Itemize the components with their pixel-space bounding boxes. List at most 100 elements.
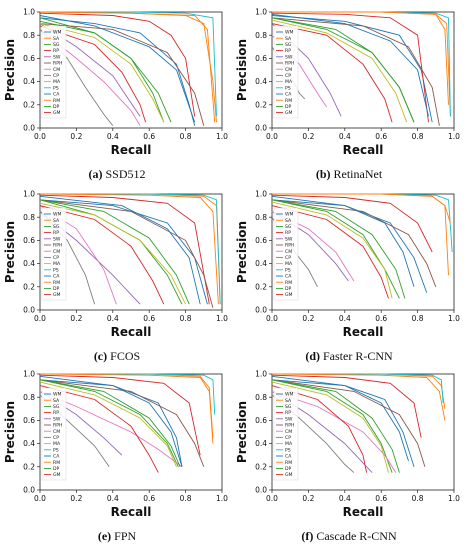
series-line-ma (39, 23, 165, 123)
legend-label-sa: SA (285, 398, 292, 404)
y-tick-label: 0.2 (23, 282, 35, 291)
legend-label-dp: DP (285, 466, 292, 472)
legend-label-sw: SW (285, 416, 293, 422)
legend-label-wm: WM (285, 392, 294, 398)
y-tick-label: 0.8 (255, 213, 267, 222)
series-line-wm (271, 15, 433, 123)
legend-label-ca: CA (285, 92, 292, 98)
legend-label-rm: RM (285, 98, 292, 104)
series-line-sg (271, 379, 393, 473)
legend-label-gm: GM (285, 292, 293, 298)
y-axis-title: Precision (3, 221, 17, 283)
y-tick-label: 0.8 (255, 393, 267, 402)
legend-label-gm: GM (285, 110, 293, 116)
series-line-rp (271, 194, 433, 253)
caption-text: FPN (114, 529, 137, 543)
legend-label-cm: CM (53, 67, 60, 73)
series-line-ca (271, 375, 409, 462)
x-axis-title: Recall (343, 505, 384, 519)
series-line-sg (271, 199, 400, 299)
y-tick-label: 0.8 (23, 393, 35, 402)
caption-ssd512: (a) SSD512 (4, 167, 230, 182)
y-tick-label: 0.8 (255, 31, 267, 40)
series-line-ma (39, 381, 177, 467)
series-line-ca (39, 15, 196, 123)
x-tick-label: 1.0 (216, 314, 228, 323)
series-line-wm (39, 199, 208, 305)
series-line-gm (271, 23, 393, 123)
series-line-rp (39, 12, 196, 117)
x-tick-label: 0.4 (339, 132, 351, 141)
x-tick-label: 1.0 (448, 494, 460, 503)
y-tick-label: 0.6 (23, 416, 35, 425)
y-axis-title: Precision (235, 39, 249, 101)
x-tick-label: 0.2 (302, 494, 314, 503)
legend-label-sa: SA (285, 36, 292, 42)
series-line-dp (39, 20, 172, 123)
x-tick-label: 1.0 (216, 132, 228, 141)
caption-label: (a) (88, 167, 103, 181)
legend-label-ma: MA (285, 261, 293, 267)
series-line-gm (39, 385, 159, 473)
legend-label-ma: MA (53, 261, 61, 267)
y-tick-label: 0.6 (23, 236, 35, 245)
series-line-rph (271, 17, 440, 126)
legend-label-ca: CA (53, 274, 60, 280)
y-tick-label: 0.0 (255, 486, 267, 495)
y-tick-label: 0.4 (255, 259, 267, 268)
legend-label-sg: SG (53, 404, 60, 410)
legend-label-rp: RP (53, 410, 59, 416)
subplot-ssd512: WM SA SG RP SW RPH CM CP MA PS CA RM DP GM 0.0 0.2 0.4 0.… (3, 4, 230, 186)
legend-label-rp: RP (285, 230, 291, 236)
legend-label-sw: SW (53, 54, 61, 60)
y-tick-label: 1.0 (255, 8, 267, 17)
y-tick-label: 0.0 (255, 306, 267, 315)
legend-label-gm: GM (285, 472, 293, 478)
series-line-rph (271, 199, 437, 287)
y-tick-label: 0.6 (255, 236, 267, 245)
y-tick-label: 1.0 (23, 8, 35, 17)
legend-label-rph: RPH (285, 243, 294, 249)
legend-frame (273, 207, 299, 301)
legend-label-sg: SG (285, 42, 292, 48)
series-line-rph (39, 199, 214, 308)
series-line-rm (39, 193, 219, 305)
caption-text: SSD512 (105, 167, 146, 181)
legend-label-wm: WM (285, 212, 294, 218)
y-tick-label: 0.6 (23, 54, 35, 63)
x-tick-label: 1.0 (216, 494, 228, 503)
series-line-rm (39, 373, 214, 444)
legend-label-rm: RM (285, 280, 292, 286)
legend-label-gm: GM (53, 472, 61, 478)
x-tick-label: 0.4 (339, 314, 351, 323)
legend-label-cm: CM (285, 429, 292, 435)
legend-label-rph: RPH (53, 423, 62, 429)
legend-label-dp: DP (53, 104, 60, 110)
legend-label-wm: WM (53, 30, 62, 36)
legend-label-ps: PS (285, 447, 291, 453)
subplot-fpn: WM SA SG RP SW RPH CM CP MA PS CA RM DP GM 0.0 0.2 0.4 0.… (3, 366, 230, 548)
legend-label-cm: CM (53, 249, 60, 255)
series-line-ps (272, 373, 444, 404)
subplot-retinanet: WM SA SG RP SW RPH CM CP MA PS CA RM DP GM 0.0 0.2 0.4 0.… (235, 4, 462, 186)
legend-label-sg: SG (285, 404, 292, 410)
legend-label-cp: CP (285, 255, 291, 261)
x-tick-label: 0.6 (375, 494, 387, 503)
caption-text: Faster R-CNN (323, 349, 393, 363)
caption-text: FCOS (110, 349, 141, 363)
series-line-sg (39, 379, 179, 467)
x-tick-label: 0.0 (34, 494, 46, 503)
y-tick-label: 0.0 (255, 124, 267, 133)
series-line-rp (39, 374, 201, 456)
caption-label: (f) (301, 529, 314, 543)
y-tick-label: 0.0 (23, 486, 35, 495)
series-line-rm (271, 373, 446, 421)
legend-label-dp: DP (53, 466, 60, 472)
x-tick-label: 0.6 (375, 132, 387, 141)
legend-label-ma: MA (285, 441, 293, 447)
